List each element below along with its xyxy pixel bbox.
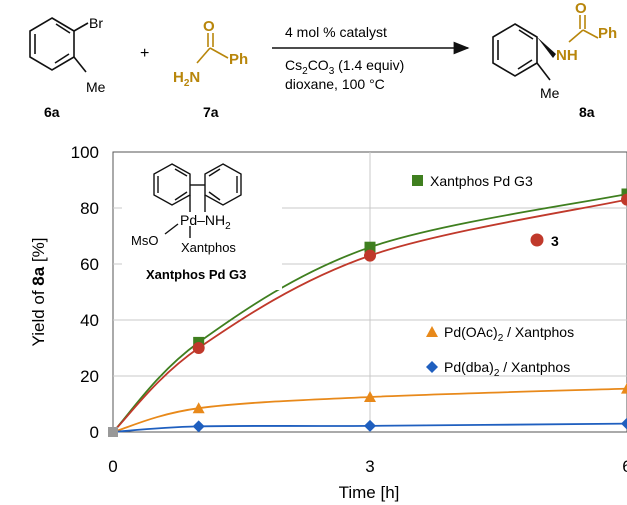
catalyst-condition: 4 mol % catalyst [285,24,387,40]
wedge-bond [537,37,556,58]
methyl-label-6a: Me [86,79,106,95]
data-point-series-0 [364,241,376,253]
data-point-series-3 [364,419,376,432]
data-point-series-2 [621,382,627,394]
y-tick-label: 60 [80,255,99,274]
plus-sign: + [140,45,149,62]
precatalyst-inset: Pd–NH2 MsO Xantphos Xantphos Pd G3 [122,160,282,290]
series-lines [112,193,627,433]
series-line-3 [112,422,627,433]
solvent-condition: dioxane, 100 °C [285,76,385,92]
y-tick-label: 20 [80,367,99,386]
x-tick-label: 6 [622,457,627,476]
data-point-series-0 [621,188,627,200]
legend-label-pd-oac2: Pd(OAc)2 / Xantphos [444,324,574,344]
phenyl-label-8a: Ph [598,25,617,42]
legend-square-marker [412,175,423,186]
reactant-7a-structure [196,33,229,64]
data-point-series-3 [621,417,627,430]
legend-label-g3: Xantphos Pd G3 [430,173,533,189]
series-markers [108,188,627,437]
biphenyl-structure [153,163,242,238]
legend-triangle-marker [426,326,438,337]
data-point-series-2 [192,402,205,414]
legend-pd-oac2: Pd(OAc)2 / Xantphos [426,324,574,344]
precatalyst-name: Xantphos Pd G3 [146,267,246,282]
y-tick-label: 0 [90,423,99,442]
base-condition: Cs2CO3 (1.4 equiv) [285,57,404,77]
y-tick-label: 80 [80,199,99,218]
xantphos-ligand-label: Xantphos [181,240,236,255]
x-tick-label: 3 [365,457,374,476]
legend-label-pd-dba2: Pd(dba)2 / Xantphos [444,359,570,379]
methyl-label-8a: Me [540,85,560,101]
y-axis-title: Yield of 8a [%] [29,237,48,346]
y-tick-label: 100 [71,143,99,162]
amide-nh2-label: OH2N [173,69,200,89]
data-point-series-2 [364,391,376,402]
series-line-2 [112,387,627,433]
data-point-series-1 [621,193,627,206]
compound-label-8a: 8a [579,104,595,120]
data-point-series-1 [364,249,376,262]
data-point-series-1 [192,342,205,354]
product-8a-structure [492,23,551,81]
data-point-series-3 [192,420,205,433]
legend-label-3: 3 [551,233,559,249]
data-point-series-3 [108,427,118,437]
legend-circle-marker [530,233,544,247]
phenyl-label-7a: Ph [229,51,248,68]
series-line-0 [112,193,627,433]
oxygen-label-8a: O [575,0,587,17]
product-carbonyl [568,15,599,43]
oxygen-label-7a: O [203,18,215,35]
legend-compound-3: 3 [530,233,559,249]
reactant-6a-structure [29,17,89,73]
axis-ticks: 0 20 40 60 80 100 0 3 6 [71,143,627,476]
x-axis-title: Time [h] [339,483,400,502]
x-tick-label: 0 [108,457,117,476]
compound-label-6a: 6a [44,104,60,120]
compound-label-7a: 7a [203,104,219,120]
plot-area: 0 20 40 60 80 100 0 3 6 [71,143,627,476]
nh-label-8a: NH [556,47,578,64]
legend-pd-dba2: Pd(dba)2 / Xantphos [426,359,570,379]
gridlines [113,152,627,432]
bromo-label: Br [89,15,103,31]
y-tick-label: 40 [80,311,99,330]
legend-diamond-marker [426,361,438,373]
inset-background [122,160,282,290]
pd-nh2-label: Pd–NH2 [180,212,231,232]
mso-label: MsO [131,233,158,248]
reaction-scheme: Br Me 6a + O Ph OH2N 7a 4 mol % catalyst… [29,0,617,120]
legend-xantphos-pd-g3: Xantphos Pd G3 [412,173,533,189]
series-line-1 [112,198,627,433]
